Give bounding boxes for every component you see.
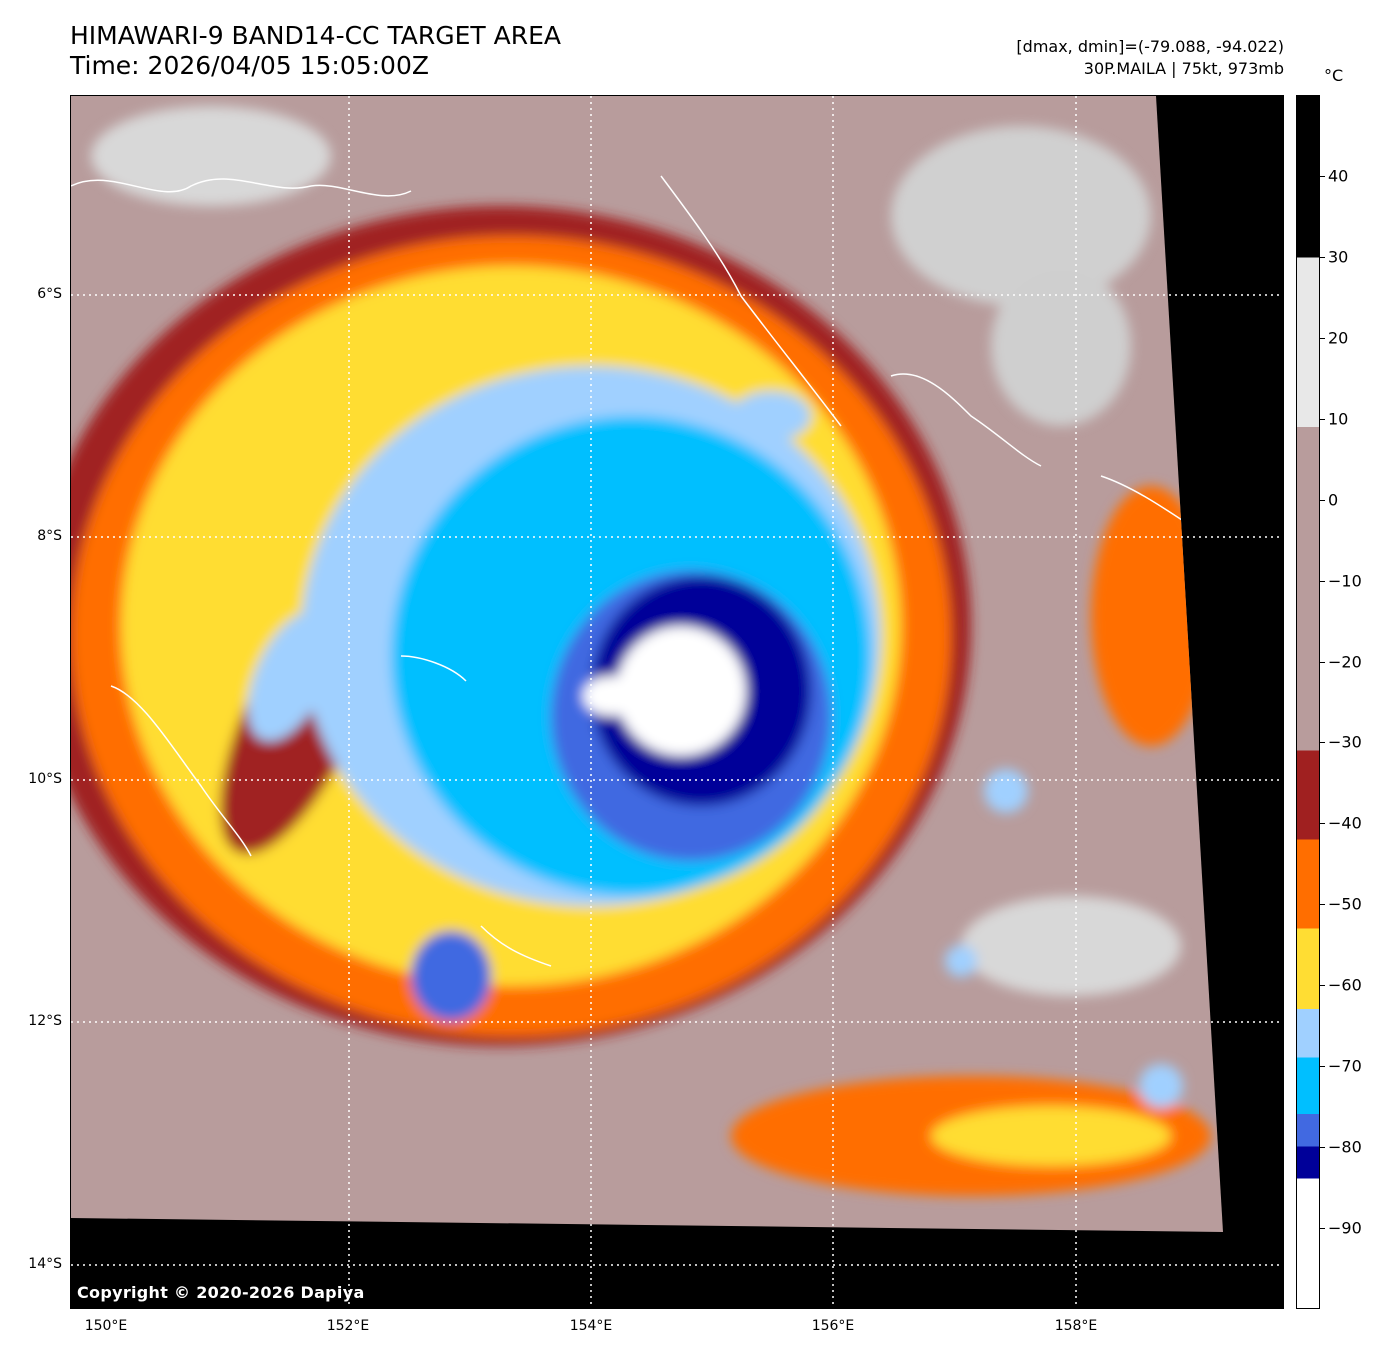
coastline-island-central (400, 655, 467, 682)
cloud-patch-nw (91, 106, 331, 206)
colorbar (1296, 95, 1320, 1309)
colorbar-tick (1320, 742, 1325, 744)
colorbar-tick (1320, 337, 1325, 339)
colorbar-tick (1320, 256, 1325, 258)
colorbar-tick-label: 30 (1328, 247, 1349, 267)
lon-label-150e: 150°E (84, 1318, 128, 1334)
colorbar-tick-label: −30 (1328, 732, 1362, 752)
colorbar-tick (1320, 499, 1325, 501)
lat-label-6s: 6°S (37, 286, 62, 302)
lon-label-156e: 156°E (811, 1318, 855, 1334)
coastline-island-ne (890, 373, 1042, 467)
colorbar-tick (1320, 1228, 1325, 1230)
map-title: HIMAWARI-9 BAND14-CC TARGET AREA (70, 21, 562, 50)
orange-cell-east (1091, 486, 1211, 746)
colorbar-tick-label: 0 (1328, 490, 1339, 510)
colorbar-tick (1320, 985, 1325, 987)
lat-label-12s: 12°S (28, 1013, 62, 1029)
colorbar-tick (1320, 1147, 1325, 1149)
copyright-text: Copyright © 2020-2026 Dapiya (77, 1283, 365, 1302)
lon-label-158e: 158°E (1054, 1318, 1098, 1334)
coastline-west (110, 685, 252, 857)
colorbar-tick (1320, 580, 1325, 582)
cloud-patch-ne2 (991, 266, 1131, 426)
lon-label-152e: 152°E (326, 1318, 370, 1334)
colorbar-tick (1320, 661, 1325, 663)
satellite-map[interactable]: Copyright © 2020-2026 Dapiya (70, 95, 1284, 1309)
coastline-island-south (480, 925, 552, 967)
colorbar-tick (1320, 904, 1325, 906)
blue-cell-south (411, 931, 491, 1021)
colorbar-tick (1320, 823, 1325, 825)
colorbar-tick (1320, 1066, 1325, 1068)
colorbar-unit: °C (1324, 66, 1344, 85)
yellow-band-se (931, 1106, 1171, 1166)
colorbar-tick-label: 40 (1328, 166, 1349, 186)
lat-label-14s: 14°S (28, 1256, 62, 1272)
storm-info: 30P.MAILA | 75kt, 973mb (1083, 59, 1284, 78)
colorbar-tick-label: 10 (1328, 409, 1349, 429)
lon-label-154e: 154°E (569, 1318, 613, 1334)
cloud-imagery (71, 96, 1223, 1232)
cloud-patch-ne (891, 126, 1151, 306)
colorbar-tick-label: −20 (1328, 652, 1362, 672)
colorbar-tick-label: −80 (1328, 1137, 1362, 1157)
cold-core (616, 626, 746, 756)
convective-cell-east (984, 769, 1028, 813)
colorbar-tick (1320, 418, 1325, 420)
ir-imagery (71, 96, 1283, 1308)
cloud-patch-se (961, 896, 1181, 996)
colorbar-tick-label: −50 (1328, 894, 1362, 914)
colorbar-tick-label: −70 (1328, 1056, 1362, 1076)
colorbar-tick-label: −10 (1328, 571, 1362, 591)
colorbar-tick-label: −60 (1328, 975, 1362, 995)
convective-cell-se (945, 945, 977, 977)
colorbar-tick-label: 20 (1328, 328, 1349, 348)
colorbar-tick (1320, 175, 1325, 177)
map-time: Time: 2026/04/05 15:05:00Z (70, 51, 429, 80)
coastline-north (71, 178, 412, 197)
colorbar-tick-label: −90 (1328, 1218, 1362, 1238)
light-blue-band-west (247, 610, 335, 742)
coastline-ne (660, 175, 842, 427)
lat-lon-grid (71, 96, 1283, 1308)
temperature-range: [dmax, dmin]=(-79.088, -94.022) (1016, 37, 1284, 56)
lat-label-8s: 8°S (37, 528, 62, 544)
colorbar-tick-label: −40 (1328, 813, 1362, 833)
lat-label-10s: 10°S (28, 771, 62, 787)
convective-cell-far-se (1139, 1064, 1183, 1108)
light-blue-cell-north (731, 391, 811, 441)
cold-core-west (583, 676, 639, 716)
